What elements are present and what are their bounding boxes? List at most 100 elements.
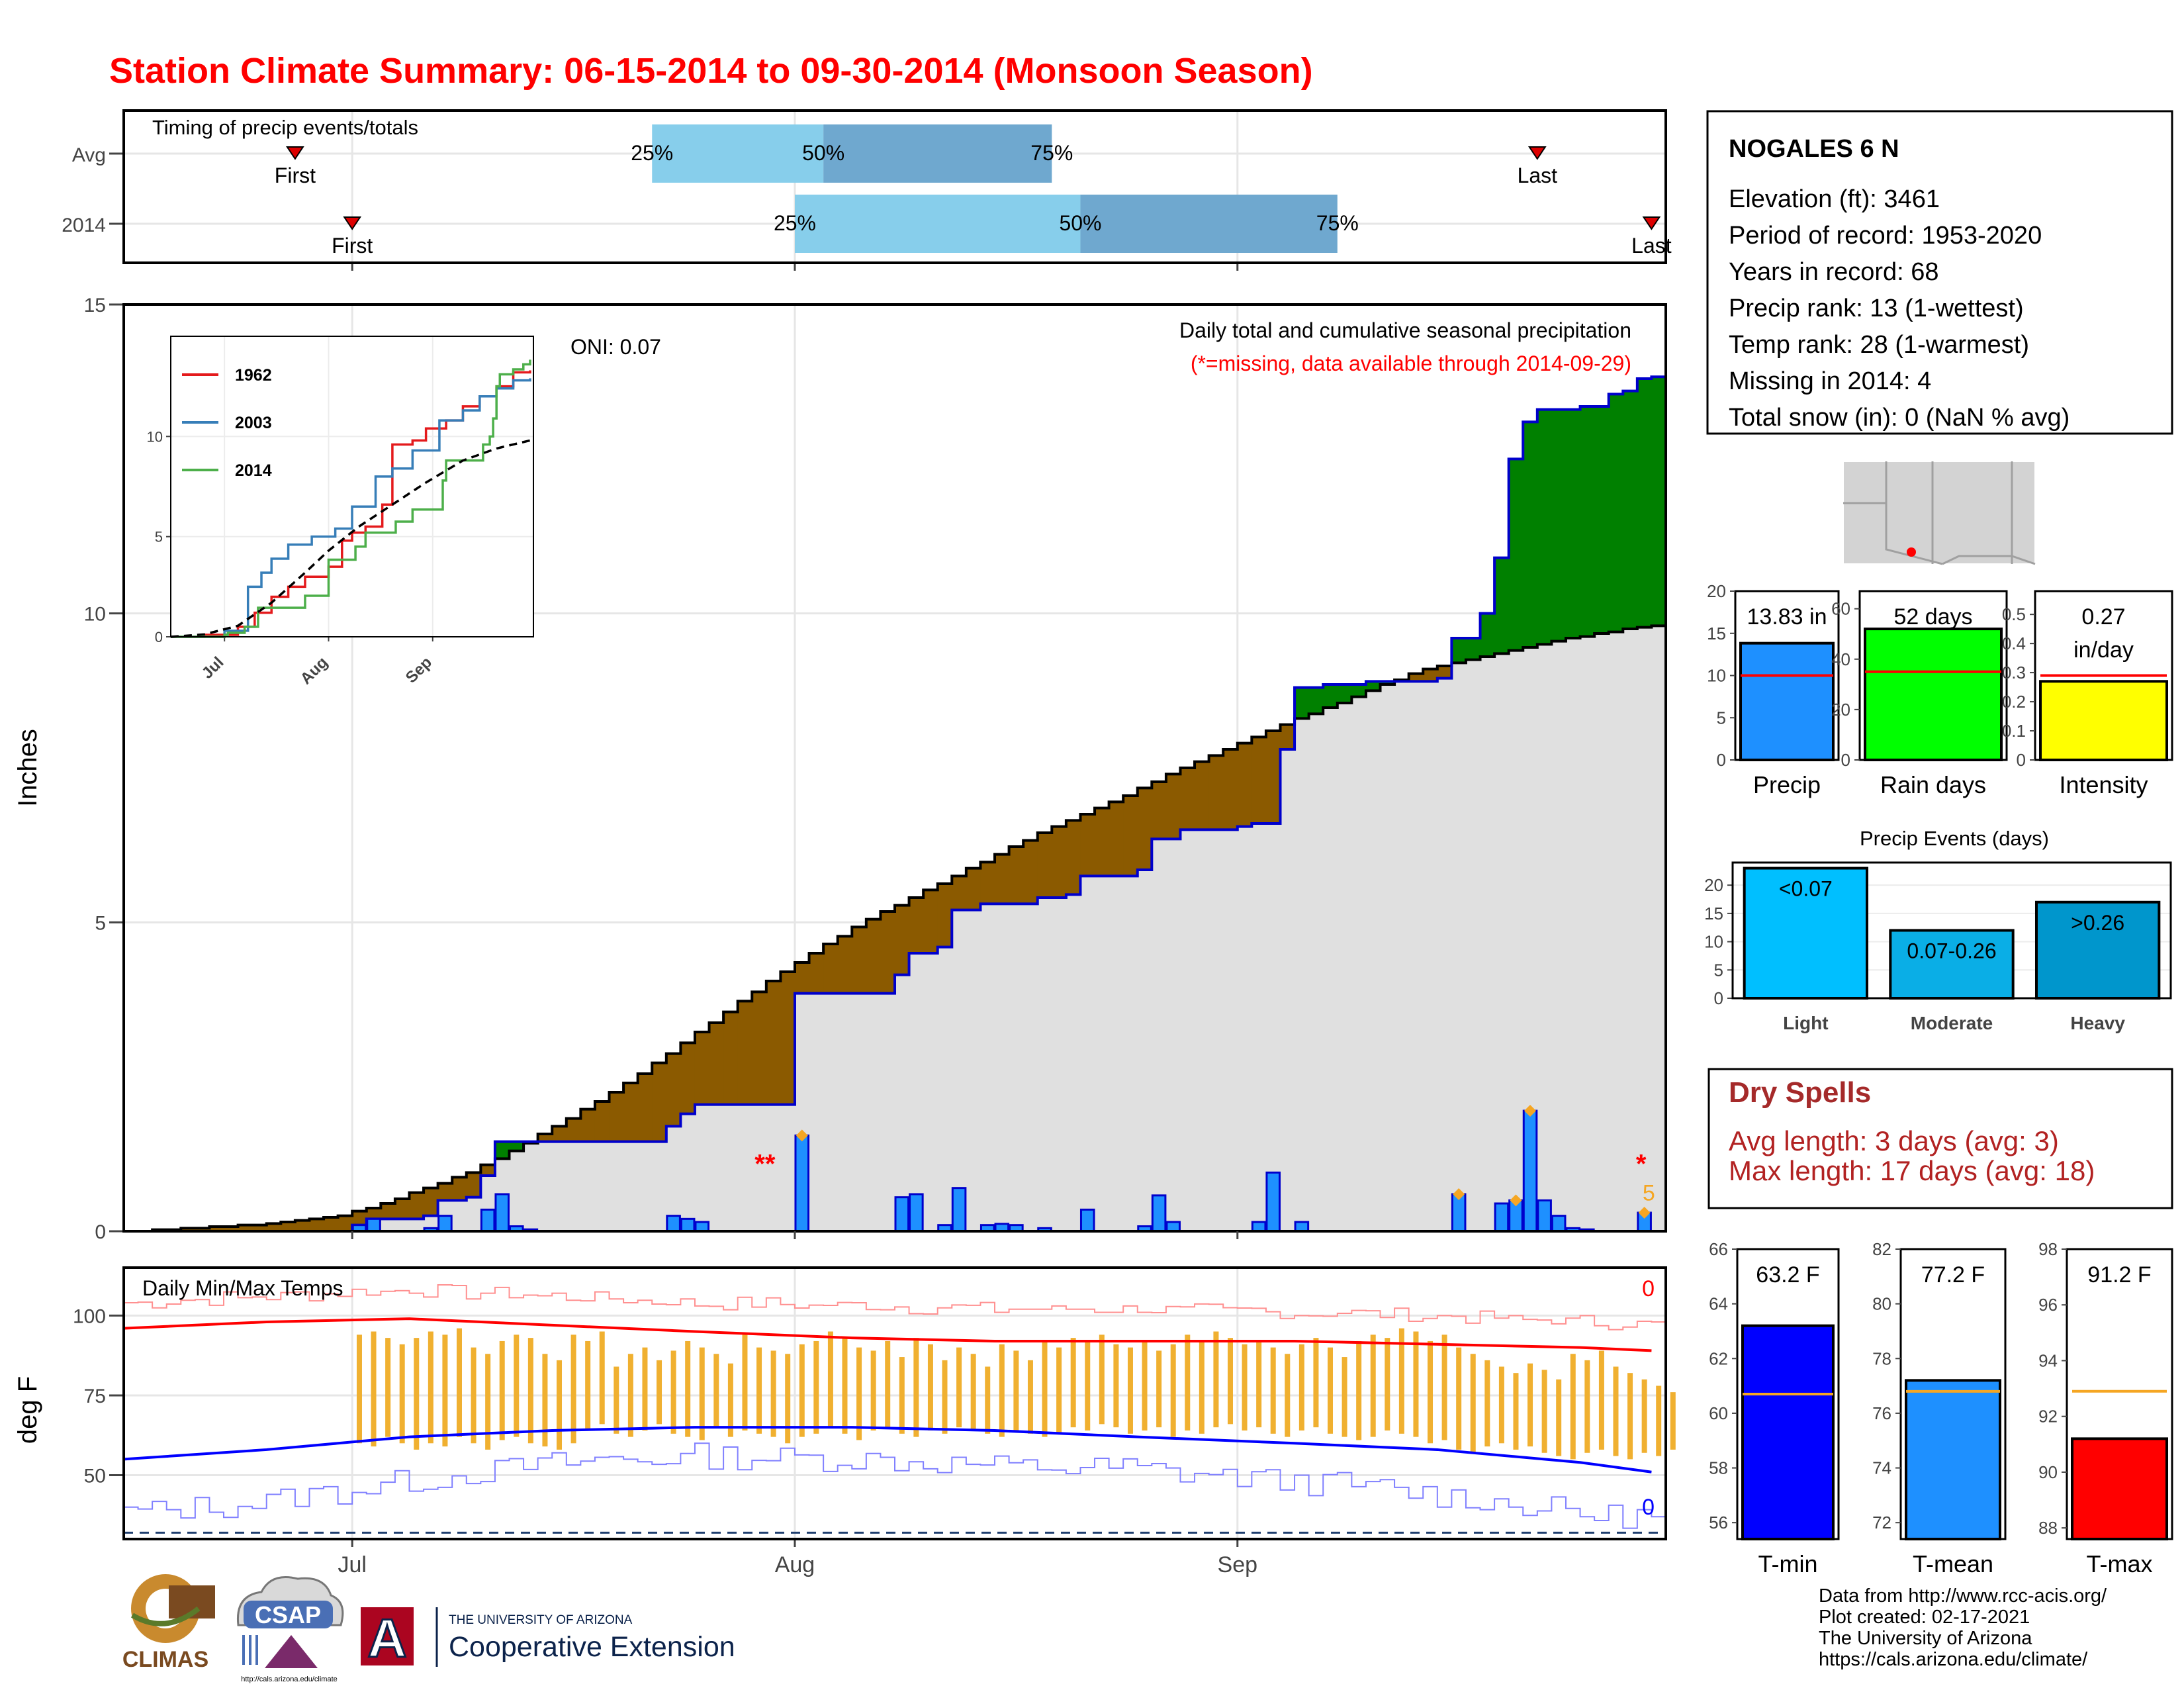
daily-temp-range-bar bbox=[1256, 1340, 1262, 1428]
daily-temp-range-bar bbox=[1170, 1344, 1176, 1437]
tmin-summary-bar-chart-ytick-label: 64 bbox=[1709, 1294, 1728, 1314]
cumulative-base-fill bbox=[1565, 638, 1581, 1231]
deficit-fill bbox=[1195, 761, 1210, 830]
surplus-fill bbox=[1380, 681, 1395, 684]
surplus-fill bbox=[1508, 459, 1524, 651]
timing-last-marker bbox=[1527, 146, 1547, 160]
rain-days-bar-chart-ytick-label: 60 bbox=[1831, 599, 1850, 619]
inset-background bbox=[170, 336, 534, 637]
rain-days-bar-chart: 0 20 40 60 52 days Rain days bbox=[1831, 590, 2008, 798]
deficit-fill bbox=[338, 1215, 353, 1231]
timing-first-marker bbox=[343, 216, 362, 230]
deficit-fill bbox=[637, 1074, 653, 1142]
temp-ytick-label: 75 bbox=[84, 1385, 106, 1407]
credit-line-website: https://cals.arizona.edu/climate/ bbox=[1819, 1649, 2088, 1670]
daily-precip-bar bbox=[694, 1221, 710, 1233]
timing-q25-label: 25% bbox=[631, 141, 673, 165]
surplus-fill bbox=[1323, 684, 1338, 708]
cumulative-base-fill bbox=[709, 1104, 724, 1231]
deficit-fill bbox=[1137, 788, 1152, 870]
daily-temp-range-bar bbox=[1356, 1340, 1362, 1440]
cumulative-base-fill bbox=[1080, 876, 1095, 1231]
deficit-fill bbox=[709, 1023, 724, 1105]
tmean-summary-bar-chart-ytick-label: 76 bbox=[1872, 1403, 1891, 1423]
university-of-arizona-logo: A THE UNIVERSITY OF ARIZONA Cooperative … bbox=[361, 1607, 735, 1670]
cumulative-base-fill bbox=[1208, 829, 1224, 1231]
precip-events-title: Precip Events (days) bbox=[1860, 827, 2049, 850]
surplus-fill bbox=[1580, 406, 1595, 637]
precip-total-bar-chart: 0 5 10 15 20 13.83 in Precip bbox=[1707, 581, 1840, 798]
climas-logo-text: CLIMAS bbox=[122, 1647, 208, 1672]
daily-temp-range-bar bbox=[1641, 1379, 1647, 1453]
cumulative-base-fill bbox=[537, 1141, 553, 1231]
deficit-fill bbox=[1009, 847, 1024, 904]
daily-temp-range-bar bbox=[827, 1331, 833, 1428]
cumulative-base-fill bbox=[723, 1104, 739, 1231]
intensity-bar-chart-ytick-label: 0.5 bbox=[2002, 604, 2026, 624]
daily-temp-range-bar bbox=[670, 1350, 676, 1434]
daily-temp-range-bar bbox=[1056, 1347, 1062, 1434]
temp-chart-title: Daily Min/Max Temps bbox=[142, 1276, 343, 1300]
daily-temp-range-bar bbox=[1598, 1350, 1604, 1450]
cumulative-base-fill bbox=[1066, 894, 1081, 1231]
cumulative-base-fill bbox=[937, 947, 952, 1231]
cumulative-base-fill bbox=[923, 953, 938, 1231]
daily-temp-range-bar bbox=[1185, 1335, 1191, 1430]
daily-temp-range-bar bbox=[1298, 1344, 1304, 1430]
surplus-fill bbox=[1465, 638, 1481, 660]
daily-temp-range-bar bbox=[1627, 1373, 1633, 1460]
timing-last-marker bbox=[1642, 216, 1661, 230]
credit-line-data-source: Data from http://www.rcc-acis.org/ bbox=[1819, 1585, 2107, 1607]
timing-border bbox=[122, 109, 1667, 264]
timing-q75-label: 75% bbox=[1030, 141, 1073, 165]
station-line-snow: Total snow (in): 0 (NaN % avg) bbox=[1729, 404, 2070, 432]
cumulative-base-fill bbox=[1152, 839, 1167, 1231]
timing-row-label: Avg bbox=[72, 144, 106, 166]
tmean-summary-bar-chart-ytick-label: 80 bbox=[1872, 1294, 1891, 1314]
dry-spells-avg-length: Avg length: 3 days (avg: 3) bbox=[1729, 1125, 2059, 1156]
daily-precip-bar bbox=[951, 1187, 967, 1233]
temp-plot-border bbox=[122, 1266, 1667, 1540]
deficit-fill bbox=[837, 936, 852, 994]
intensity-bar-chart-ytick-label: 0.3 bbox=[2002, 663, 2026, 682]
deficit-fill bbox=[580, 1109, 596, 1142]
precip-total-bar-chart-value-label: 13.83 in bbox=[1747, 604, 1827, 630]
surplus-fill bbox=[1494, 557, 1510, 654]
tmean-summary-bar-chart-ytick-label: 78 bbox=[1872, 1348, 1891, 1368]
tmin-count-label: 0 bbox=[1642, 1495, 1655, 1520]
intensity-bar-chart-ytick-label: 0.1 bbox=[2002, 721, 2026, 741]
daily-temp-range-bar bbox=[970, 1354, 976, 1430]
daily-precip-marker bbox=[1510, 1194, 1522, 1207]
tmax-summary-bar-chart-ytick-label: 92 bbox=[2038, 1407, 2058, 1427]
cumulative-base-fill bbox=[1023, 904, 1038, 1231]
daily-temp-range-bar bbox=[713, 1354, 719, 1428]
precip-events-category-label: Heavy bbox=[2070, 1013, 2125, 1033]
deficit-fill bbox=[780, 972, 796, 1105]
deficit-fill bbox=[552, 1126, 567, 1142]
deficit-fill bbox=[923, 890, 938, 953]
tmin-summary-bar-chart-value-label: 63.2 F bbox=[1756, 1262, 1819, 1288]
daily-precip-bar bbox=[909, 1193, 924, 1233]
deficit-fill bbox=[809, 953, 824, 994]
deficit-fill bbox=[1037, 833, 1052, 898]
daily-temp-range-bar bbox=[1199, 1340, 1205, 1434]
cumulative-base-fill bbox=[1123, 876, 1138, 1231]
daily-temp-range-bar bbox=[1670, 1392, 1676, 1450]
daily-temp-range-bar bbox=[1342, 1357, 1347, 1437]
tmean-summary-bar-chart-ytick-label: 82 bbox=[1872, 1239, 1891, 1259]
cumulative-base-fill bbox=[866, 993, 882, 1231]
tmax-summary-bar-chart-category-label: T-max bbox=[2086, 1550, 2152, 1577]
rain-days-bar-chart-value-bar bbox=[1864, 628, 2003, 761]
deficit-fill bbox=[409, 1192, 424, 1219]
cumulative-base-fill bbox=[652, 1141, 667, 1231]
precip-events-category-label: Moderate bbox=[1911, 1013, 1993, 1033]
station-location-marker bbox=[1907, 547, 1916, 557]
daily-precip-marker bbox=[1453, 1188, 1465, 1200]
daily-precip-bar bbox=[1265, 1171, 1281, 1233]
tmin-summary-bar-chart-ytick-label: 56 bbox=[1709, 1513, 1728, 1532]
tmax-summary-bar-chart-value-bar bbox=[2071, 1437, 2168, 1540]
precip-events-bar-label: >0.26 bbox=[2071, 911, 2124, 935]
tmin-summary-bar-chart-ytick-label: 58 bbox=[1709, 1458, 1728, 1478]
daily-precip-bar bbox=[437, 1215, 453, 1233]
deficit-fill bbox=[1052, 826, 1067, 898]
